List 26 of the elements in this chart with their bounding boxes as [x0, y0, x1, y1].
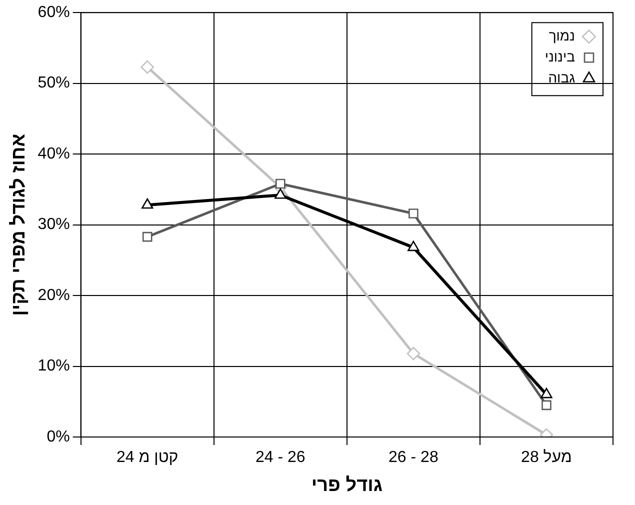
point — [142, 232, 152, 242]
y-tick-label: 20% — [38, 286, 70, 304]
point — [406, 346, 420, 360]
point — [542, 400, 552, 410]
point — [540, 388, 552, 398]
y-tick-label: 40% — [38, 145, 70, 162]
point — [274, 188, 286, 199]
point — [140, 60, 154, 74]
x-tick-label: 26 - 28 — [388, 449, 438, 466]
x-axis-title: גודל פרי — [311, 474, 382, 496]
y-axis-title: אחוז לגודל מפרי תקין — [8, 134, 30, 316]
y-tick-label: 50% — [38, 74, 70, 92]
point — [142, 198, 154, 209]
point — [408, 208, 418, 218]
legend-label: נמוך — [548, 27, 575, 44]
legend-label: גבוה — [548, 69, 576, 86]
y-tick-label: 10% — [38, 358, 70, 375]
y-tick-label: 0% — [46, 428, 70, 446]
y-tick-label: 30% — [38, 216, 70, 234]
x-tick-label: מעל 28 — [521, 448, 572, 466]
legend-label: בינוני — [544, 48, 575, 64]
point — [275, 178, 286, 189]
x-tick-label: קטן מ 24 — [116, 449, 178, 466]
point — [408, 240, 420, 252]
x-tick-label: 24 - 26 — [255, 449, 306, 466]
y-tick-label: 60% — [38, 4, 70, 22]
